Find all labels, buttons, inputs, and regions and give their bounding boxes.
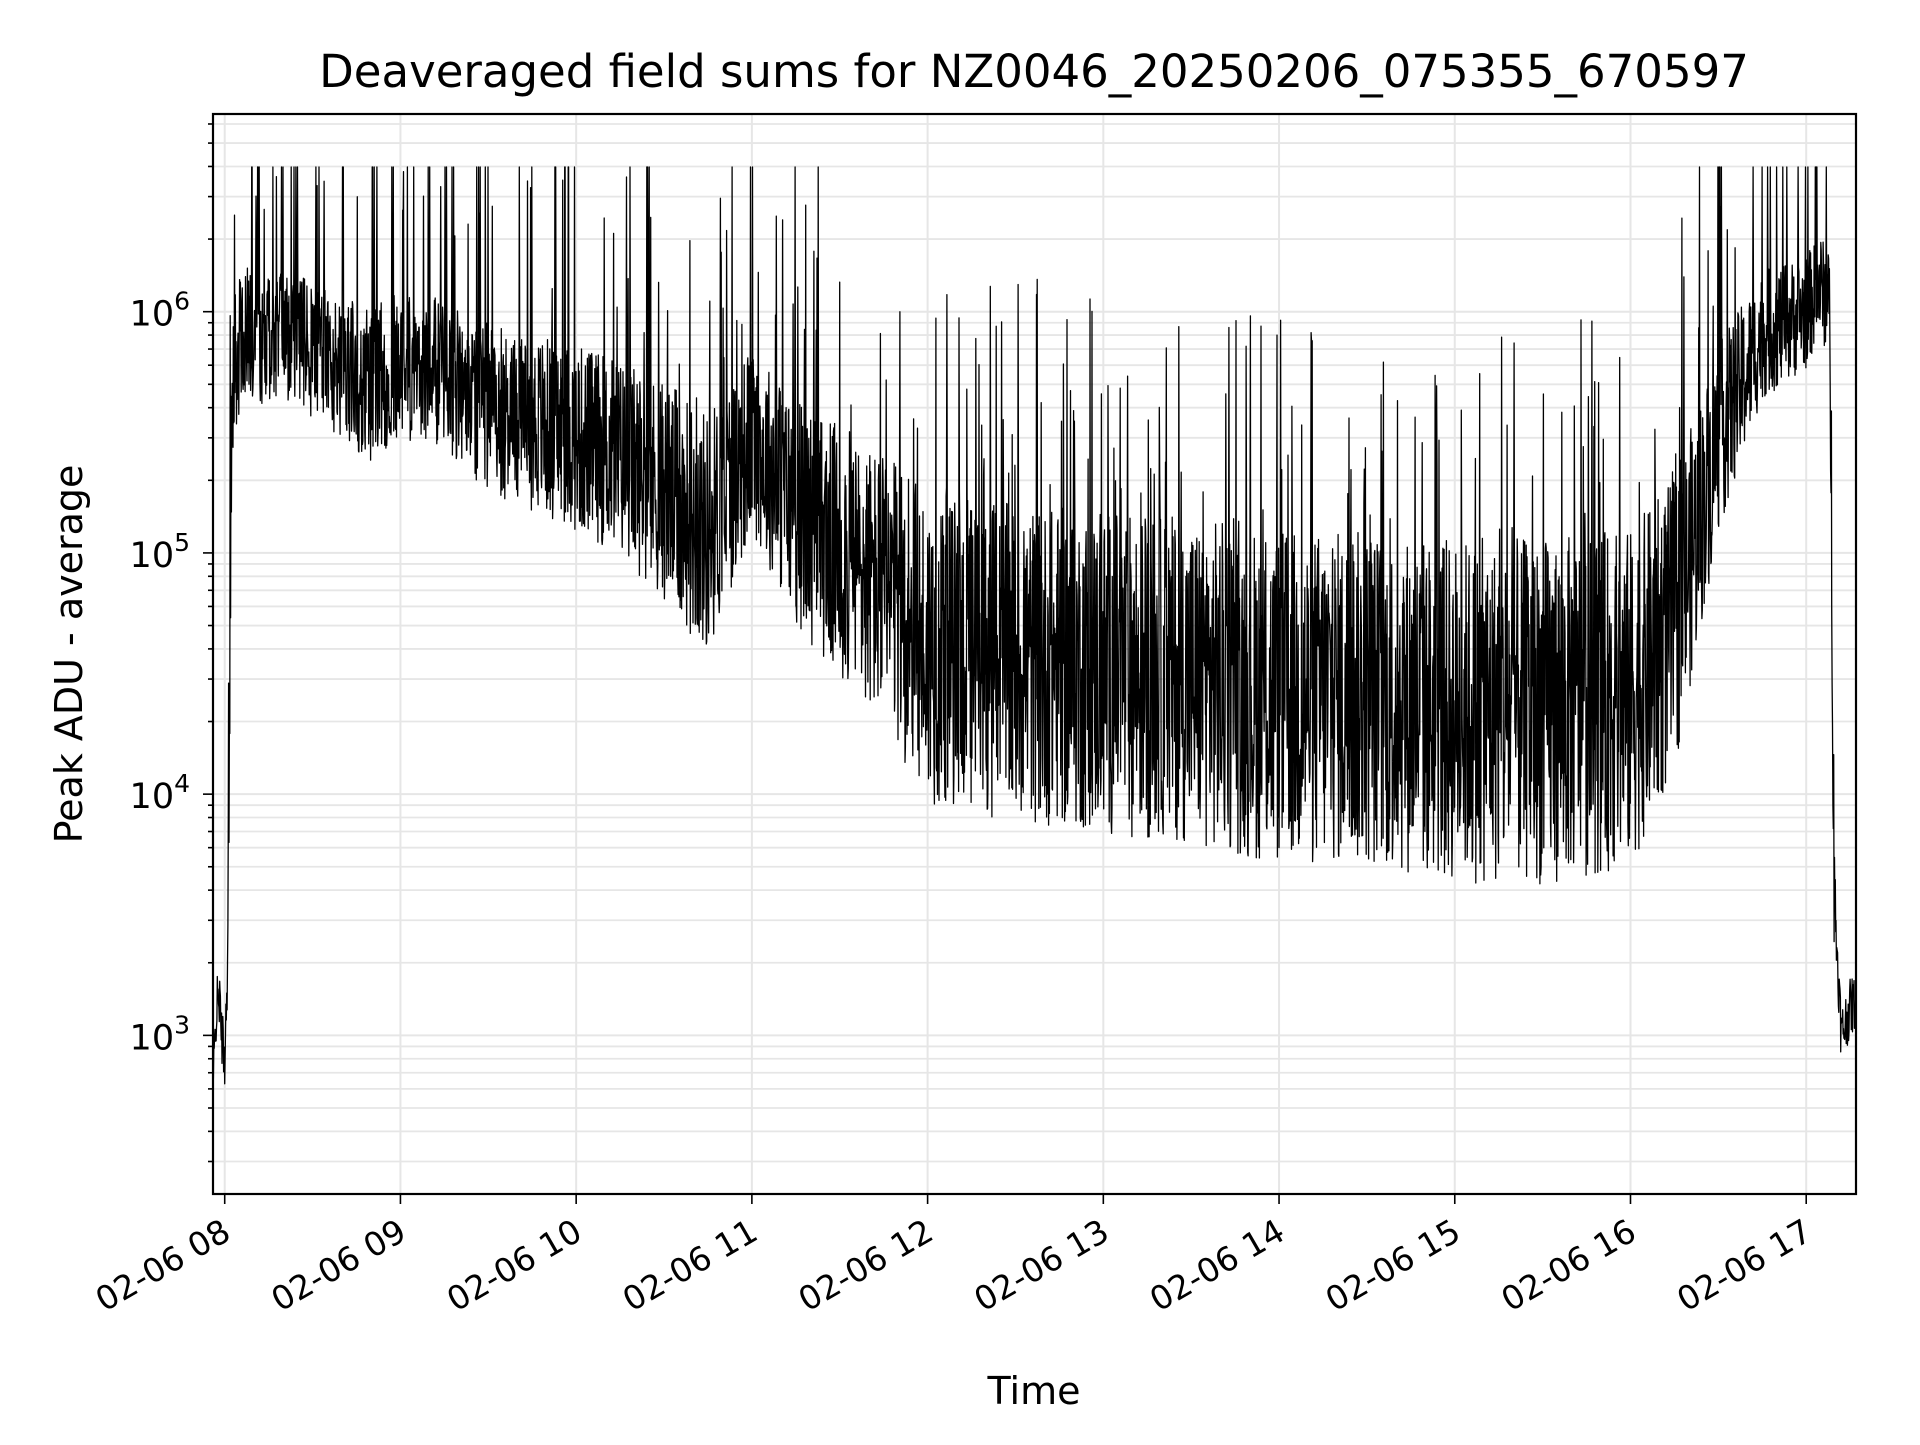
y-axis-label: Peak ADU - average xyxy=(47,465,91,844)
trace-layer xyxy=(212,166,1857,1085)
y-tick-label: 106 xyxy=(130,287,190,335)
y-tick-label: 103 xyxy=(130,1010,190,1058)
y-tick-label: 105 xyxy=(130,528,190,576)
x-axis-label: Time xyxy=(987,1369,1081,1413)
series-line xyxy=(212,166,1857,1085)
chart-title: Deaveraged field sums for NZ0046_2025020… xyxy=(319,45,1749,98)
plot-frame xyxy=(211,112,1858,1196)
y-tick-label: 104 xyxy=(130,769,190,817)
